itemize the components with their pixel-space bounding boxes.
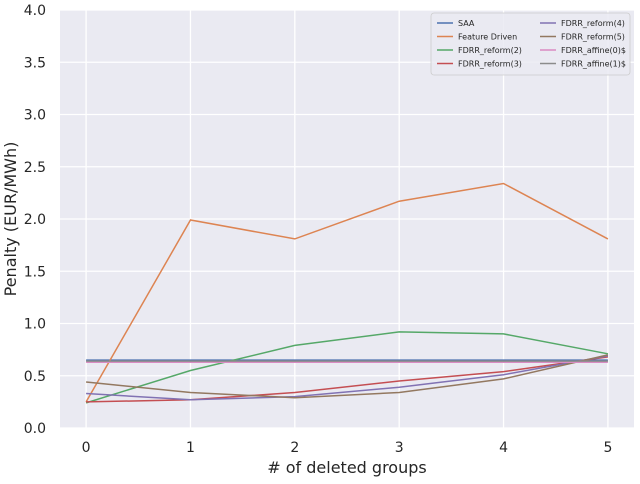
y-tick-labels: 0.0 0.5 1.0 1.5 2.0 2.5 3.0 3.5 4.0 <box>24 3 46 437</box>
legend-label: FDRR_reform(5) <box>561 33 625 42</box>
x-tick-label: 0 <box>82 440 91 456</box>
y-tick-label: 4.0 <box>24 3 46 19</box>
y-tick-label: 3.5 <box>24 55 46 71</box>
grid-lines <box>60 9 634 429</box>
y-axis-label: Penalty (EUR/MWh) <box>1 142 20 297</box>
series-line <box>86 354 609 399</box>
y-tick-label: 0.5 <box>24 369 46 385</box>
x-tick-label: 3 <box>395 440 404 456</box>
y-tick-label: 3.0 <box>24 108 46 124</box>
legend-label: FDRR_reform(2) <box>458 46 522 55</box>
x-tick-label: 5 <box>603 440 612 456</box>
legend-label: FDRR_affine(1)$ <box>561 60 626 69</box>
series-line <box>85 182 609 403</box>
x-tick-label: 2 <box>290 440 299 456</box>
y-tick-label: 2.0 <box>24 212 46 228</box>
series-line <box>86 356 609 403</box>
legend: SAA Feature Driven FDRR_reform(2) FDRR_refo… <box>430 12 631 76</box>
legend-label: FDRR_reform(4) <box>561 19 625 28</box>
series-line <box>86 355 609 401</box>
legend-box <box>430 12 631 76</box>
y-tick-label: 1.5 <box>24 264 46 280</box>
x-tick-label: 4 <box>499 440 508 456</box>
series-line <box>85 331 609 404</box>
legend-label: FDRR_reform(3) <box>458 60 522 69</box>
y-tick-label: 1.0 <box>24 317 46 333</box>
legend-label: FDRR_affine(0)$ <box>561 46 626 55</box>
x-axis-label: # of deleted groups <box>267 458 426 477</box>
y-tick-label: 2.5 <box>24 160 46 176</box>
series-lines <box>85 182 609 404</box>
x-tick-label: 1 <box>186 440 195 456</box>
legend-label: Feature Driven <box>458 33 517 42</box>
y-tick-label: 0.0 <box>24 421 46 437</box>
x-tick-labels: 0 1 2 3 4 5 <box>82 440 613 456</box>
legend-label: SAA <box>458 19 475 28</box>
